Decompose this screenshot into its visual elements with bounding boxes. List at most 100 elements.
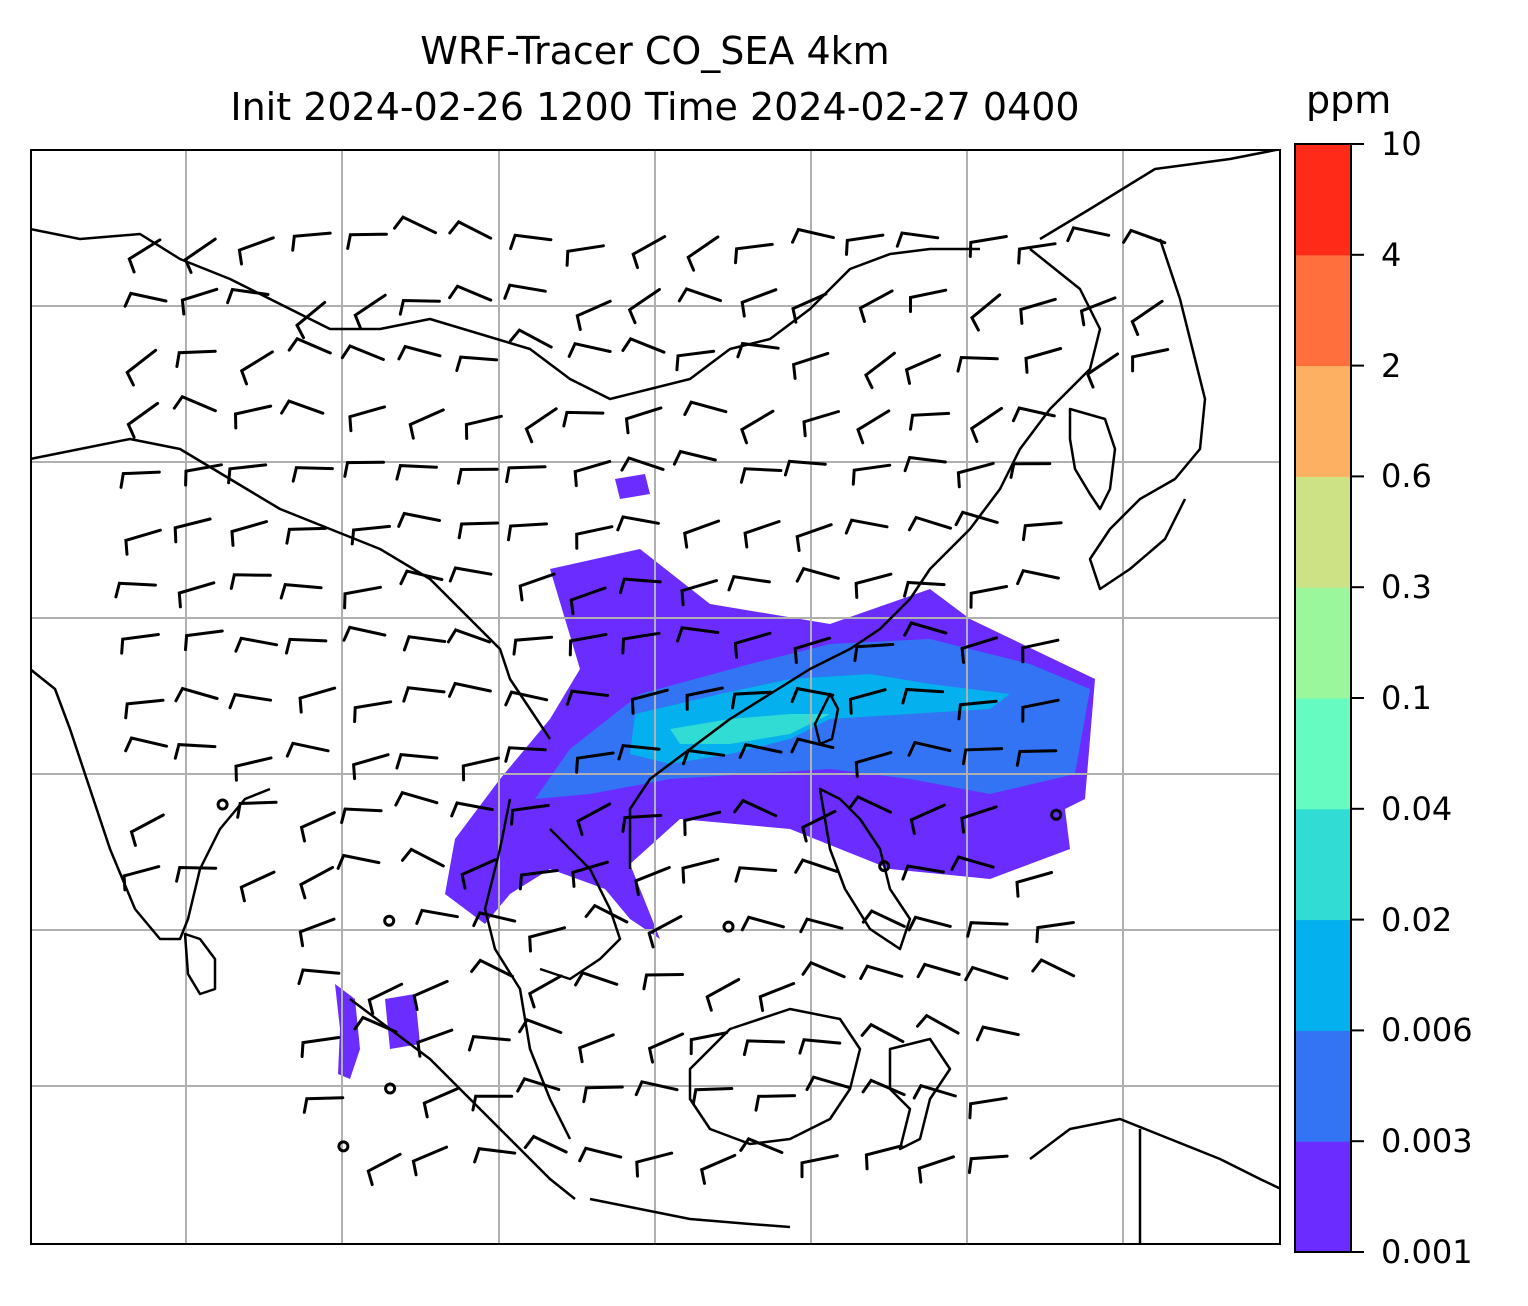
wind-barb — [975, 1025, 1020, 1042]
wind-barb — [1015, 749, 1058, 767]
wind-barb — [569, 586, 607, 616]
indochina-coast — [483, 798, 622, 1140]
japan-coast — [1088, 238, 1207, 591]
wind-barb — [960, 805, 998, 834]
wind-barb — [903, 580, 946, 598]
wind-barb — [408, 408, 445, 440]
wind-barb — [518, 1017, 563, 1034]
wind-barb — [631, 235, 667, 270]
wind-barb — [956, 355, 999, 373]
wind-barb — [683, 519, 721, 549]
wind-barb — [699, 1153, 737, 1185]
wind-barb — [402, 686, 446, 703]
map-frame — [30, 149, 1281, 1245]
wind-barb — [968, 1096, 1008, 1120]
plume-level-0.02 — [670, 714, 830, 744]
wind-barb — [647, 914, 683, 949]
wind-barb — [731, 690, 773, 710]
wind-barb — [734, 866, 778, 883]
wind-barb — [401, 847, 445, 868]
java-coast — [589, 1197, 791, 1229]
wind-barb — [621, 631, 661, 655]
colorbar-segment — [1295, 1030, 1351, 1142]
wind-barb — [705, 978, 741, 1012]
wind-barb — [691, 1087, 734, 1105]
wind-barb — [642, 973, 684, 991]
wind-barb — [114, 581, 157, 599]
wind-barb — [739, 467, 783, 484]
colorbar-tick-label: 4 — [1381, 235, 1402, 274]
wind-barb — [864, 1144, 903, 1171]
wind-barb — [682, 748, 726, 766]
wind-barb — [966, 921, 1009, 938]
colorbar-segment — [1295, 698, 1351, 810]
wind-barb — [805, 1075, 850, 1091]
wind-barb — [793, 636, 832, 664]
wind-barb — [864, 351, 896, 390]
wind-barb — [740, 915, 785, 932]
wind-barb — [124, 736, 169, 753]
wind-barb — [565, 689, 610, 706]
wind-barb — [1017, 242, 1057, 265]
wind-barb — [565, 244, 605, 267]
wind-barb — [683, 400, 728, 417]
wind-barb — [861, 909, 906, 928]
colorbar-tick-label: 0.02 — [1381, 900, 1453, 939]
wind-barb — [907, 915, 952, 932]
wind-barb — [343, 585, 382, 610]
wind-barb — [903, 455, 947, 473]
wind-barb — [621, 813, 663, 833]
calm-wind-marker — [216, 798, 229, 811]
colorbar-segment — [1295, 808, 1351, 921]
wind-barb — [634, 1080, 679, 1097]
wind-barb — [798, 1038, 842, 1055]
wind-barb — [675, 349, 716, 372]
wind-barb — [298, 917, 336, 948]
wind-barb — [616, 515, 660, 532]
wind-barb — [119, 470, 161, 489]
wind-barb — [1009, 462, 1052, 479]
colorbar-tick-label: 0.1 — [1381, 679, 1432, 717]
calm-wind-marker — [1050, 808, 1063, 821]
wind-barb — [1019, 297, 1057, 325]
wind-barb — [300, 1036, 341, 1058]
wind-barb — [909, 288, 948, 313]
new-guinea-coast — [1029, 1117, 1281, 1245]
wind-barb — [624, 406, 663, 435]
colorbar-segment — [1295, 476, 1351, 588]
wind-barb — [575, 299, 612, 331]
wind-barb — [415, 908, 459, 925]
wind-barb — [734, 242, 774, 265]
wind-barb — [575, 525, 614, 550]
wind-barb — [180, 287, 219, 316]
map-subtitle: Init 2024-02-26 1200 Time 2024-02-27 040… — [230, 85, 1080, 129]
wind-barb — [124, 698, 165, 720]
wind-barb — [968, 235, 1008, 258]
wind-barb — [120, 633, 160, 655]
wind-barb — [291, 231, 332, 252]
colorbar-segment — [1295, 254, 1351, 367]
wind-barb — [567, 341, 612, 358]
wind-barb — [901, 864, 945, 881]
wind-barb — [397, 511, 441, 528]
calm-wind-marker — [337, 1140, 350, 1153]
wind-barb — [800, 1154, 839, 1179]
wind-barb — [287, 336, 332, 355]
wind-barb — [634, 866, 671, 897]
wind-barb — [683, 810, 722, 837]
wind-barb — [676, 626, 720, 643]
wind-barb — [677, 287, 722, 303]
wind-barb — [907, 740, 952, 757]
wind-barb — [740, 409, 775, 445]
wind-barb — [912, 1083, 957, 1100]
colorbar-tick-marks — [1351, 143, 1364, 1253]
wind-barb — [285, 637, 328, 655]
wind-barb — [395, 464, 438, 481]
colorbar-segment — [1295, 144, 1351, 256]
wind-barb — [416, 1028, 454, 1058]
wind-barb — [236, 800, 278, 819]
wind-barb — [342, 625, 387, 642]
wind-barb — [393, 215, 437, 235]
wind-barb — [790, 737, 835, 754]
wind-barb — [470, 958, 514, 978]
